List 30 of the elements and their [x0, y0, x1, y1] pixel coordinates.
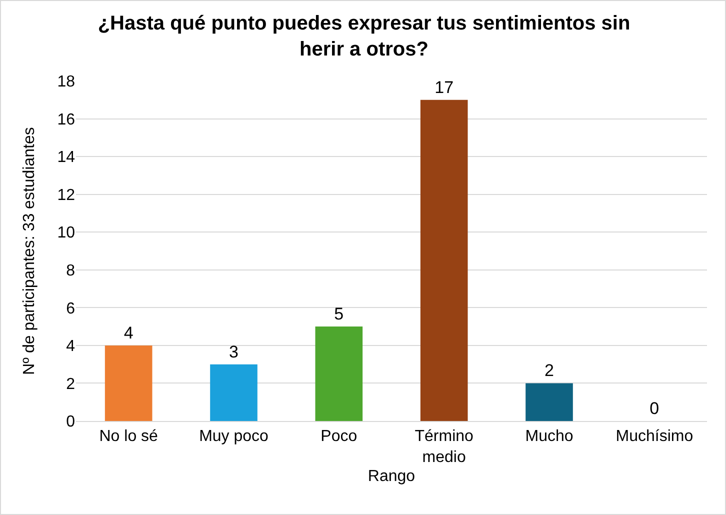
data-label: 2: [544, 361, 554, 380]
data-label: 17: [434, 78, 454, 97]
bar: [210, 364, 258, 421]
y-tick-label: 10: [57, 224, 76, 242]
y-tick-label: 6: [66, 300, 76, 318]
y-tick-label: 18: [57, 74, 76, 91]
x-tick-label: No lo sé: [99, 428, 158, 446]
data-label: 0: [650, 399, 660, 418]
x-tick-label: Muy poco: [199, 428, 269, 446]
bar: [420, 100, 468, 421]
data-label: 5: [334, 304, 344, 324]
data-label: 4: [124, 323, 134, 342]
bar: [104, 345, 152, 421]
bar: [315, 326, 363, 421]
y-tick-label: 16: [57, 111, 76, 128]
y-tick-label: 14: [57, 149, 76, 166]
y-tick-label: 0: [66, 414, 76, 431]
bar: [526, 383, 573, 421]
y-tick-label: 2: [66, 376, 76, 393]
y-tick-label: 8: [66, 262, 76, 280]
x-axis-title: Rango: [368, 468, 416, 485]
chart-title: ¿Hasta qué punto puedes expresar tus sentimientos sin herir a otros?: [98, 12, 630, 60]
x-tick-label: Muchísimo: [616, 428, 694, 446]
x-tick-label: Mucho: [525, 428, 574, 446]
y-tick-label: 4: [66, 338, 76, 356]
data-label: 3: [229, 342, 238, 362]
y-axis-title: Nº de participantes: 33 estudiantes: [21, 127, 38, 375]
y-tick-label: 12: [57, 186, 76, 204]
x-tick-label: Poco: [320, 428, 358, 446]
x-tick-label: Término medio: [414, 428, 474, 466]
